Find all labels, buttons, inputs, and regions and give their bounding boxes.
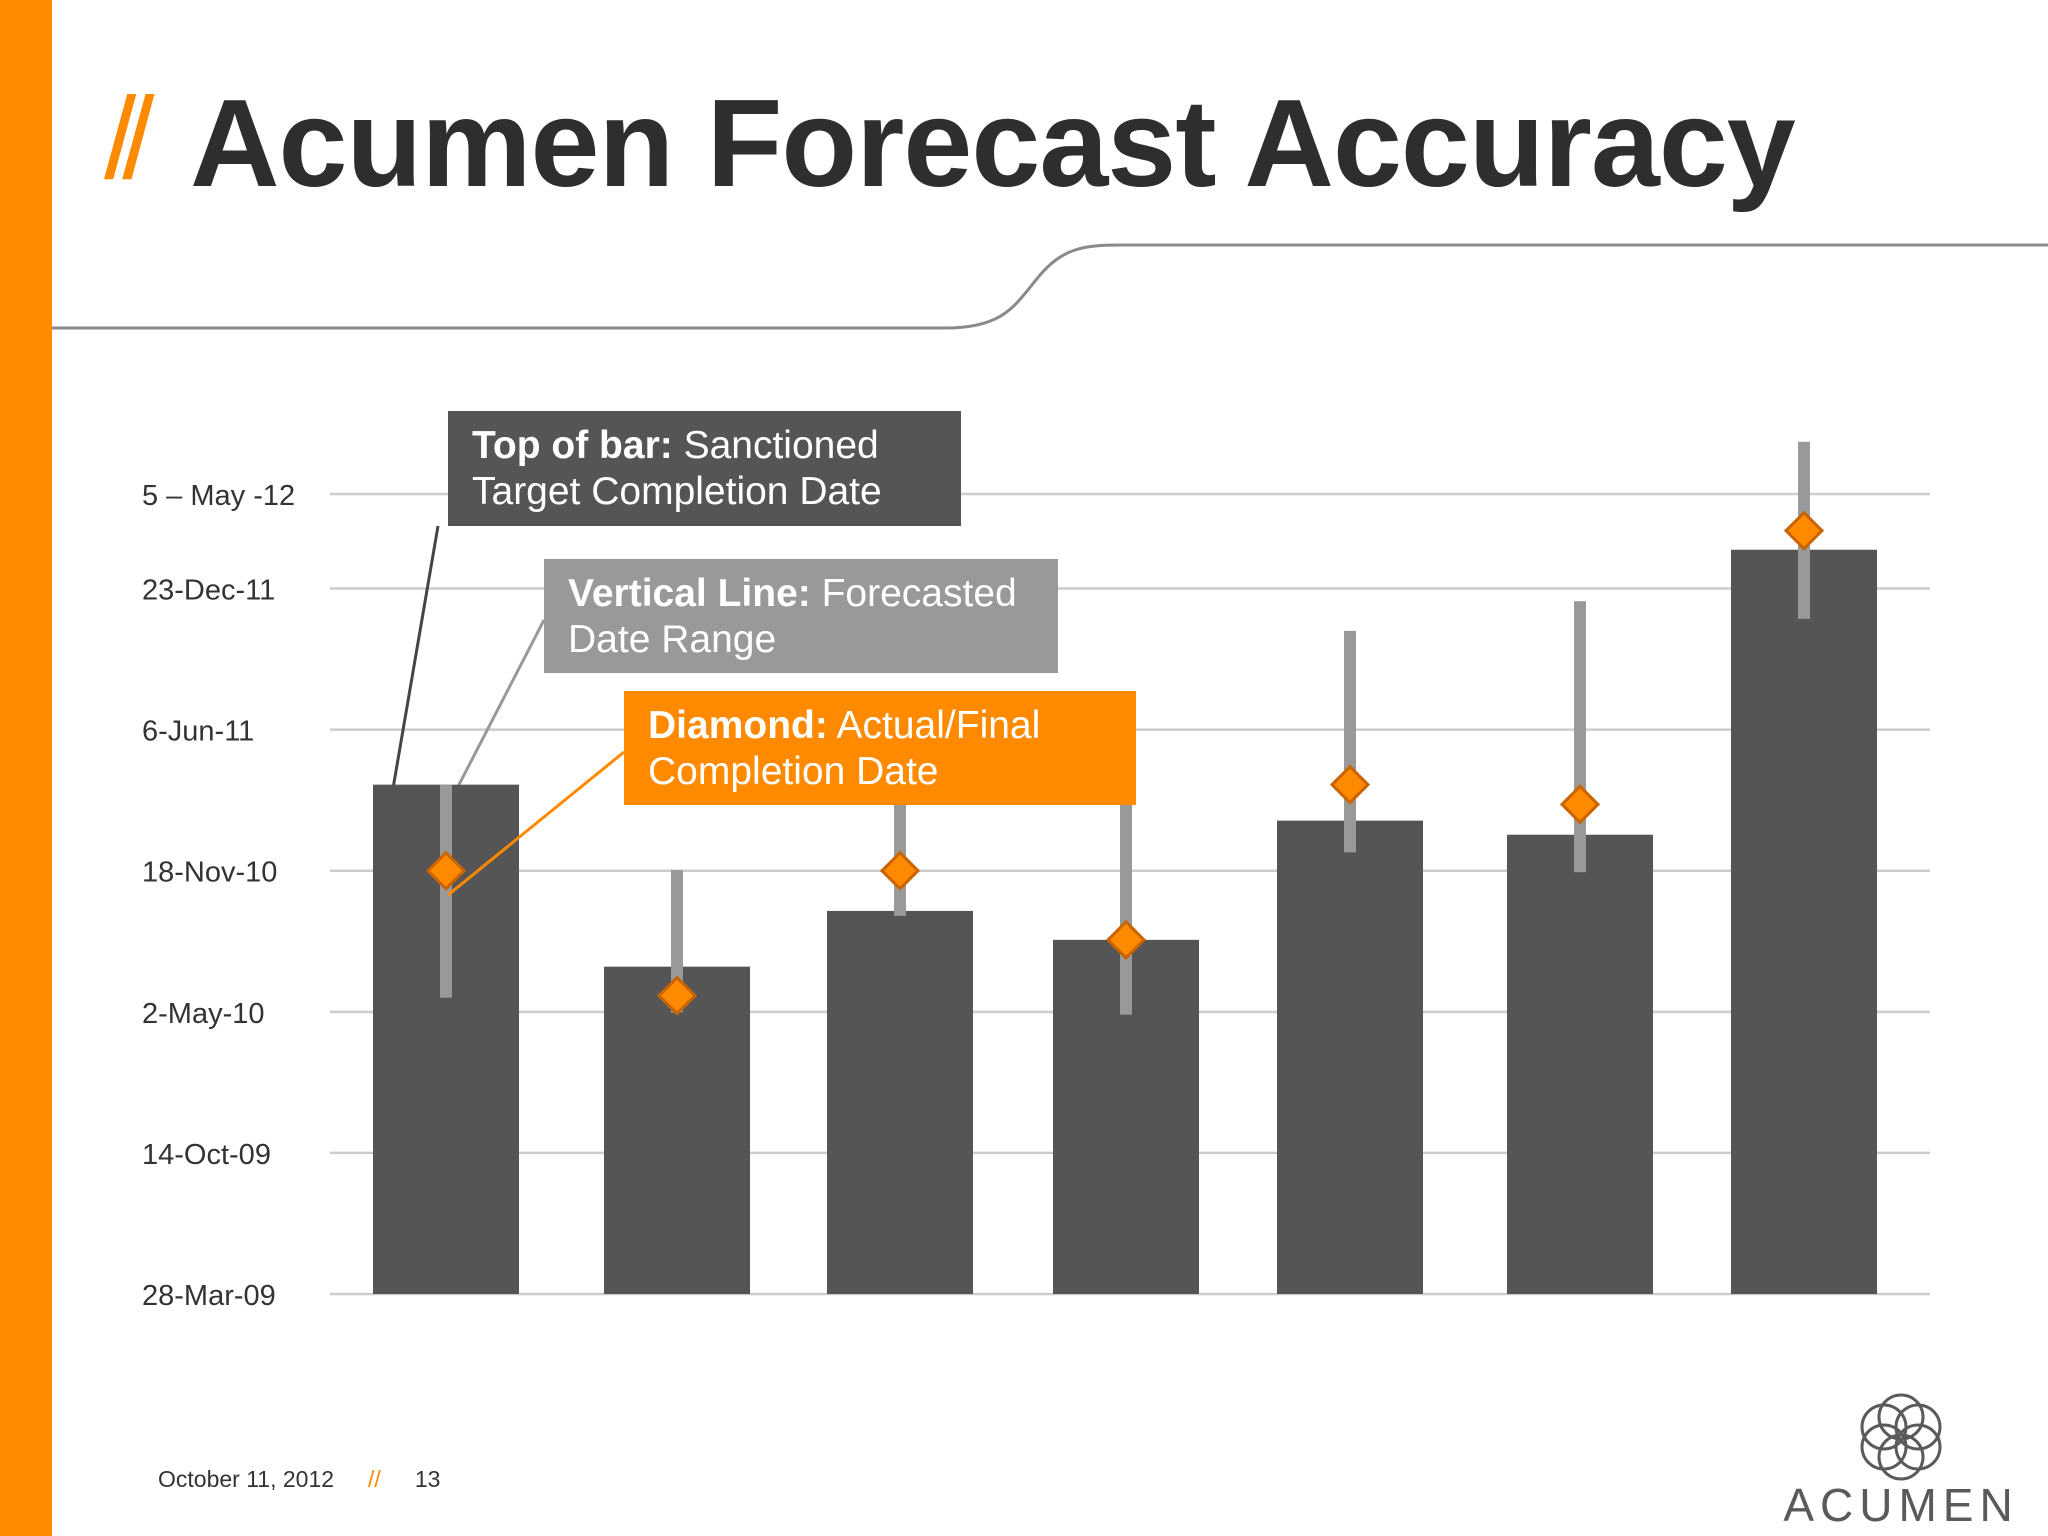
y-tick-label: 14-Oct-09 xyxy=(142,1139,271,1171)
logo-wordmark: ACUMEN xyxy=(1783,1479,2019,1531)
y-tick-label: 18-Nov-10 xyxy=(142,857,277,889)
callout-line-desc: Forecasted Date Range xyxy=(568,572,1017,661)
connector-vertical-line xyxy=(446,619,546,807)
footer-separator: // xyxy=(368,1466,381,1492)
forecast-range-line xyxy=(440,784,452,998)
actual-date-diamond xyxy=(1783,510,1825,551)
y-tick-label: 23-Dec-11 xyxy=(142,575,275,607)
target-bar xyxy=(604,966,750,1294)
callout-top-of-bar: Top of bar: Sanctioned Target Completion… xyxy=(448,411,961,526)
actual-date-diamond xyxy=(879,850,921,891)
connector-diamond xyxy=(447,750,625,897)
actual-date-diamonds xyxy=(425,510,1825,1016)
slide-title: Acumen Forecast Accuracy xyxy=(190,75,1796,213)
y-tick-label: 28-Mar-09 xyxy=(142,1280,276,1312)
header-divider-curve xyxy=(52,243,2048,330)
y-tick-label: 2-May-10 xyxy=(142,998,265,1030)
actual-date-diamond xyxy=(1105,919,1147,960)
y-tick-label: 5 – May -12 xyxy=(142,480,295,512)
forecast-range-line xyxy=(1344,630,1356,853)
target-bar xyxy=(1507,834,1653,1294)
actual-date-diamond xyxy=(1329,764,1371,805)
actual-date-diamond xyxy=(425,850,467,891)
actual-date-diamond xyxy=(656,975,698,1016)
left-accent-stripe xyxy=(0,0,52,1536)
target-bar xyxy=(1277,820,1423,1294)
forecast-range-line xyxy=(1120,784,1132,1015)
target-bar xyxy=(1731,549,1877,1294)
connector-top-of-bar xyxy=(388,525,440,807)
footer-date: October 11, 2012 xyxy=(158,1466,335,1492)
y-axis-tick-labels: 28-Mar-09 14-Oct-09 2-May-10 18-Nov-10 6-Jun… xyxy=(142,480,295,1312)
forecast-range-line xyxy=(671,870,683,1013)
page-number: 13 xyxy=(414,1466,441,1492)
target-bars xyxy=(373,549,1877,1294)
callout-diamond-desc: Actual/Final Completion Date xyxy=(648,704,1041,793)
forecast-accuracy-chart: 28-Mar-09 14-Oct-09 2-May-10 18-Nov-10 6-Jun… xyxy=(142,441,1930,1312)
callout-vertical-line: Vertical Line: Forecasted Date Range xyxy=(544,559,1058,673)
callout-diamond-term: Diamond: xyxy=(648,704,828,747)
callout-top-desc: Sanctioned Target Completion Date xyxy=(472,424,882,513)
callout-diamond: Diamond: Actual/Final Completion Date xyxy=(624,691,1136,805)
slide-footer: October 11, 2012 // 13 xyxy=(158,1466,440,1493)
y-tick-label: 6-Jun-11 xyxy=(142,716,254,748)
actual-date-diamond xyxy=(1559,784,1601,825)
callout-top-term: Top of bar: xyxy=(472,424,673,467)
callout-line-term: Vertical Line: xyxy=(568,572,811,615)
forecast-range-line xyxy=(1574,601,1586,873)
target-bar xyxy=(827,910,973,1294)
acumen-logo-icon xyxy=(1860,1393,1942,1481)
callout-connectors xyxy=(388,525,546,807)
